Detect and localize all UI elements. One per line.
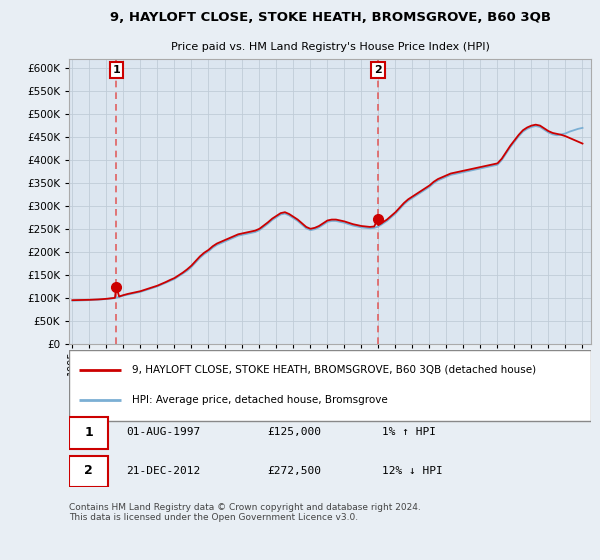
Text: Contains HM Land Registry data © Crown copyright and database right 2024.
This d: Contains HM Land Registry data © Crown c… [69,503,421,522]
Text: 2: 2 [85,464,93,477]
Text: 1: 1 [112,65,120,75]
FancyBboxPatch shape [69,350,591,421]
Text: Price paid vs. HM Land Registry's House Price Index (HPI): Price paid vs. HM Land Registry's House … [170,42,490,52]
Text: 9, HAYLOFT CLOSE, STOKE HEATH, BROMSGROVE, B60 3QB (detached house): 9, HAYLOFT CLOSE, STOKE HEATH, BROMSGROV… [131,365,536,375]
Text: 12% ↓ HPI: 12% ↓ HPI [382,466,443,476]
FancyBboxPatch shape [69,417,108,449]
Text: 01-AUG-1997: 01-AUG-1997 [127,427,200,437]
Text: 21-DEC-2012: 21-DEC-2012 [127,466,200,476]
Text: £125,000: £125,000 [268,427,322,437]
FancyBboxPatch shape [69,456,108,487]
Text: 1% ↑ HPI: 1% ↑ HPI [382,427,436,437]
Text: HPI: Average price, detached house, Bromsgrove: HPI: Average price, detached house, Brom… [131,395,388,405]
Text: 9, HAYLOFT CLOSE, STOKE HEATH, BROMSGROVE, B60 3QB: 9, HAYLOFT CLOSE, STOKE HEATH, BROMSGROV… [110,11,551,24]
Text: 1: 1 [85,426,93,439]
Text: 2: 2 [374,65,382,75]
Text: £272,500: £272,500 [268,466,322,476]
